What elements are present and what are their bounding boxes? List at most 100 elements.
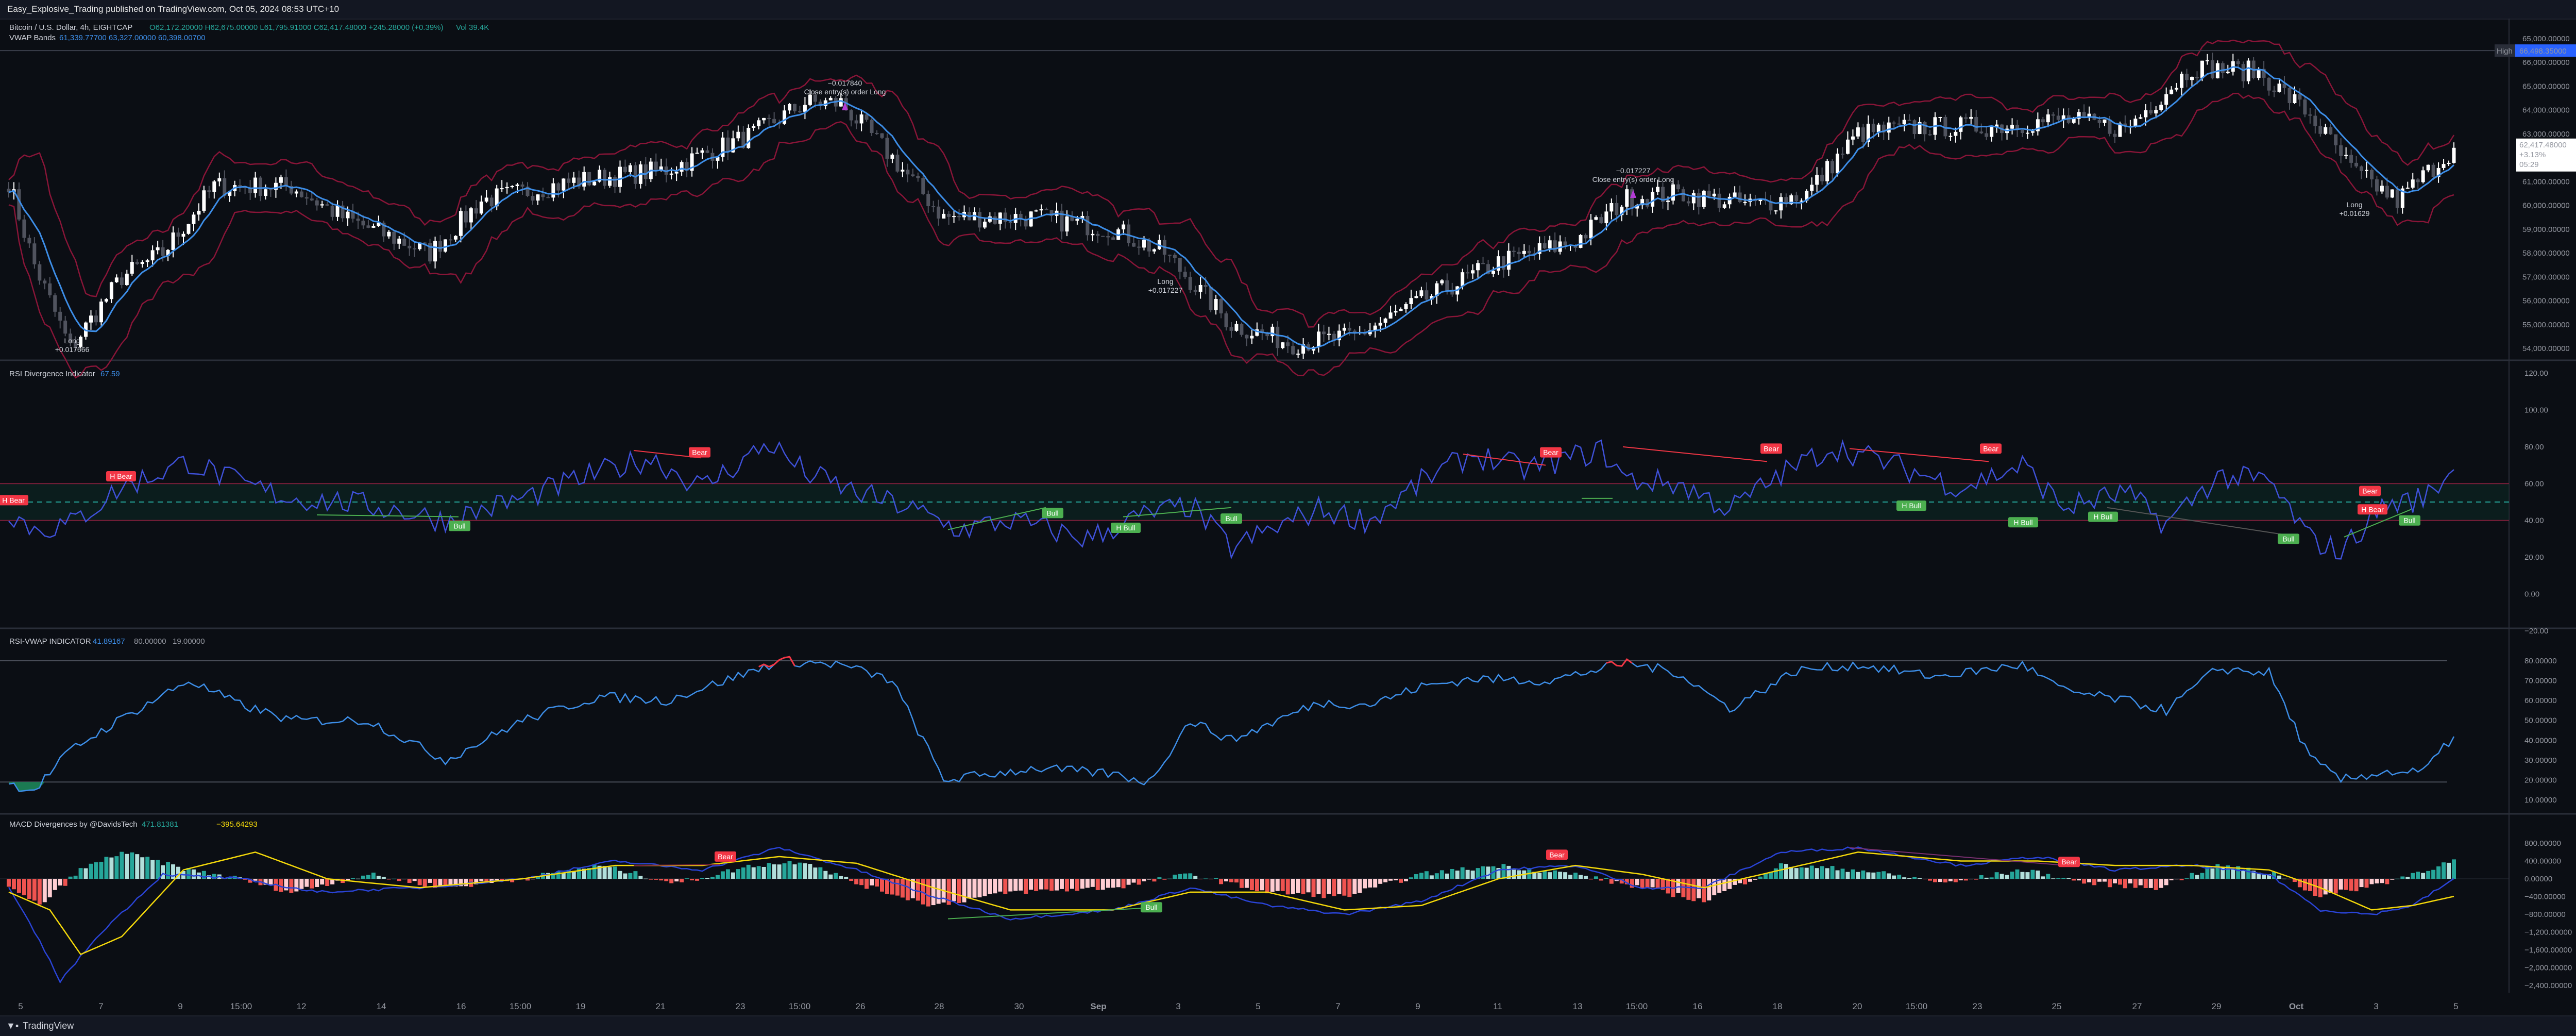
- candle-body: [304, 197, 309, 199]
- candle-body: [921, 178, 925, 194]
- candle-body: [382, 222, 386, 237]
- candle-body: [1091, 233, 1095, 236]
- rsi-signal-text: H Bear: [2361, 505, 2384, 513]
- exit-marker-icon: [1630, 190, 1636, 198]
- candle-body: [1003, 212, 1007, 222]
- candle-body: [1512, 250, 1516, 252]
- high-label: High: [2497, 47, 2513, 56]
- candle-body: [2020, 129, 2024, 133]
- macd-histogram-bar: [2400, 876, 2405, 879]
- macd-histogram-bar: [2215, 864, 2220, 879]
- candle-body: [1579, 235, 1583, 248]
- candle-body: [1810, 185, 1814, 191]
- candle-body: [2354, 162, 2359, 166]
- candle-body: [418, 242, 422, 249]
- time-axis-tick: 23: [1973, 1001, 1982, 1011]
- candle-body: [1625, 189, 1629, 207]
- macd-histogram-bar: [1928, 879, 1932, 881]
- candle-body: [1666, 200, 1670, 202]
- candle-body: [166, 249, 170, 256]
- macd-histogram-bar: [1019, 879, 1023, 891]
- macd-histogram-bar: [1183, 873, 1188, 879]
- macd-histogram-bar: [1994, 872, 1999, 879]
- candle-body: [1815, 175, 1819, 185]
- macd-histogram-bar: [1249, 879, 1254, 891]
- chart-area[interactable]: 65,000.00000 66,000.00000 65,000.00000 64,0…: [0, 19, 2576, 1015]
- candle-body: [633, 165, 637, 184]
- candle-body: [217, 178, 222, 182]
- candle-body: [387, 231, 391, 237]
- macd-histogram-bar: [2164, 879, 2168, 885]
- rsi-axis-tick: 0.00: [2524, 590, 2539, 599]
- rsi-signal-badge: [1111, 523, 1141, 533]
- macd-histogram-bar: [1064, 879, 1069, 892]
- macd-histogram-bar: [767, 863, 771, 879]
- macd-histogram-bar: [1563, 872, 1568, 879]
- candle-body: [813, 94, 817, 102]
- candle-body: [1686, 201, 1690, 204]
- macd-histogram-bar: [2344, 879, 2348, 890]
- macd-histogram-bar: [551, 873, 555, 879]
- tradingview-logo-icon: ▼▪: [6, 1021, 19, 1031]
- candle-body: [171, 232, 175, 250]
- candle-body: [2360, 166, 2364, 171]
- macd-histogram-bar: [2292, 879, 2297, 882]
- macd-histogram-bar: [571, 871, 576, 879]
- candle-body: [808, 94, 812, 105]
- macd-histogram-bar: [310, 879, 314, 889]
- macd-histogram-bar: [777, 864, 782, 879]
- candle-body: [1563, 241, 1567, 246]
- candle-body: [1245, 335, 1249, 339]
- macd-histogram-bar: [2184, 878, 2189, 879]
- candle-body: [1255, 329, 1259, 336]
- candle-body: [114, 277, 118, 282]
- candle-body: [1075, 219, 1079, 221]
- candle-body: [700, 150, 704, 153]
- candle-body: [1527, 250, 1531, 254]
- macd-histogram-bar: [1162, 879, 1167, 880]
- candle-body: [1394, 311, 1398, 313]
- candle-body: [695, 153, 699, 154]
- macd-histogram-bar: [1789, 866, 1793, 879]
- macd-histogram-bar: [1579, 875, 1583, 879]
- macd-histogram-bar: [1029, 879, 1033, 890]
- divergence-line: [947, 507, 1046, 530]
- macd-histogram-bar: [351, 878, 355, 879]
- macd-histogram-bar: [484, 879, 489, 883]
- candle-body: [947, 213, 951, 217]
- candle-body: [315, 200, 319, 206]
- macd-histogram-bar: [664, 879, 669, 881]
- macd-histogram-bar: [510, 879, 515, 882]
- time-axis-tick: 16: [456, 1001, 466, 1011]
- macd-histogram-bar: [1003, 879, 1008, 894]
- candle-body: [1096, 233, 1100, 236]
- macd-histogram-bar: [875, 879, 879, 887]
- candle-body: [747, 127, 751, 148]
- macd-histogram-bar: [1301, 879, 1306, 894]
- macd-histogram-bar: [279, 879, 283, 892]
- candle-body: [1307, 344, 1311, 351]
- rsi-signal-badge: [2088, 511, 2118, 522]
- tradingview-brand[interactable]: ▼▪ TradingView: [6, 1021, 74, 1031]
- macd-histogram-bar: [1285, 879, 1290, 895]
- rsi-legend-value: 67.59: [100, 370, 120, 378]
- candle-body: [1481, 263, 1485, 264]
- macd-histogram-bar: [171, 864, 176, 879]
- candle-body: [161, 247, 165, 256]
- candle-body: [1265, 332, 1269, 337]
- macd-histogram-bar: [546, 873, 550, 879]
- rsi-signal-badge: [0, 495, 28, 506]
- candle-body: [1671, 184, 1675, 201]
- macd-histogram-bar: [1039, 879, 1044, 890]
- candle-body: [228, 191, 232, 196]
- rsivwap-axis-tick: 20.00000: [2524, 776, 2557, 784]
- macd-histogram-bar: [1553, 870, 1557, 879]
- candle-body: [1070, 216, 1074, 221]
- macd-signal-badge: [715, 851, 736, 862]
- candle-body: [1805, 191, 1809, 201]
- candle-body: [2144, 110, 2148, 118]
- macd-histogram-bar: [2369, 879, 2374, 884]
- macd-histogram-bar: [407, 879, 412, 883]
- candle-body: [371, 226, 376, 228]
- macd-histogram-bar: [166, 862, 171, 879]
